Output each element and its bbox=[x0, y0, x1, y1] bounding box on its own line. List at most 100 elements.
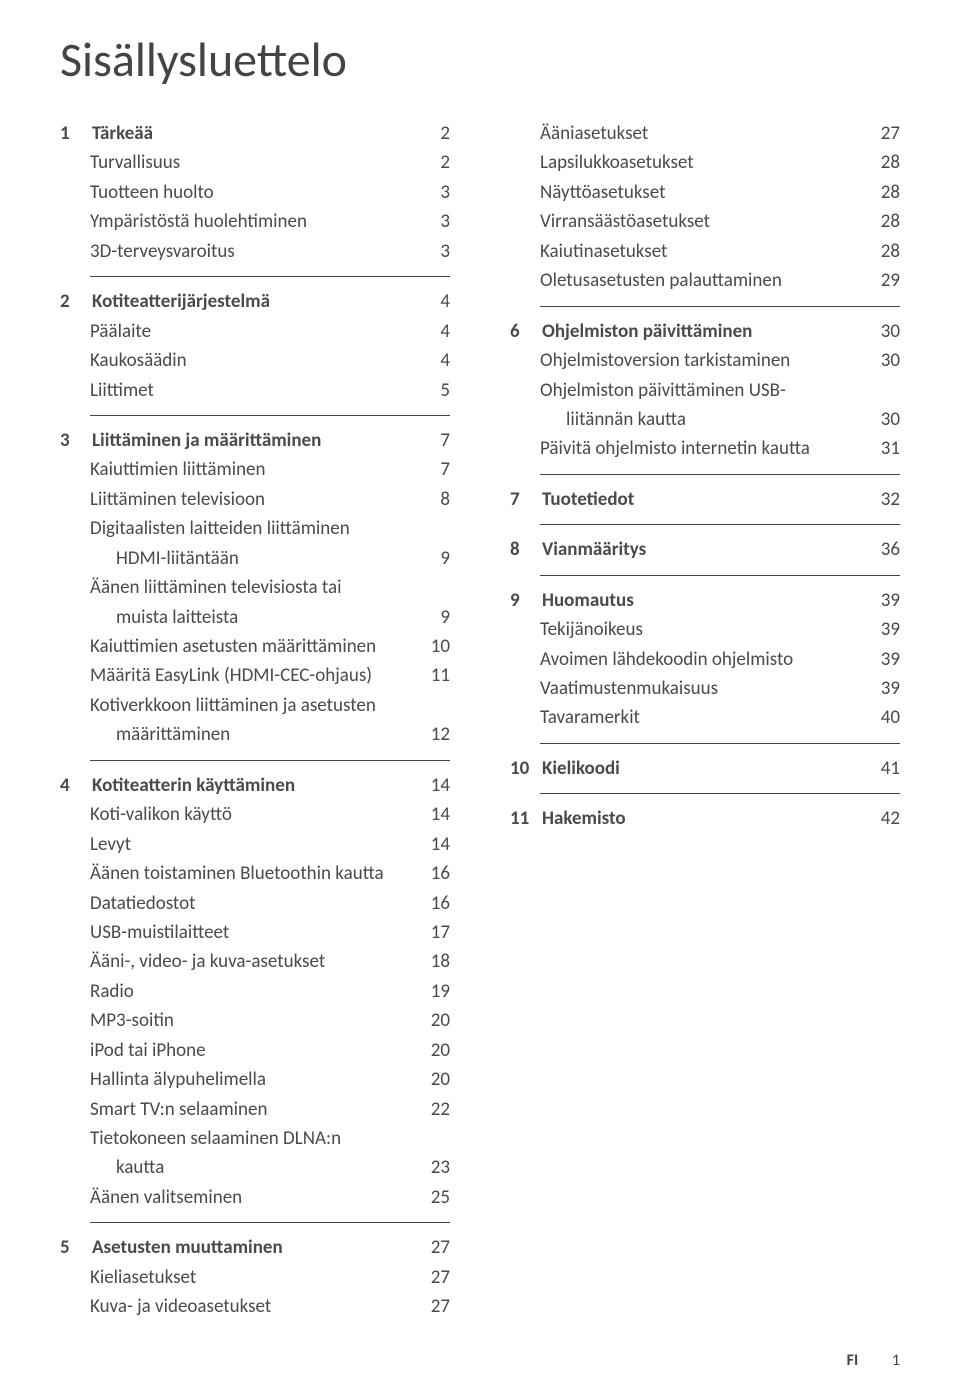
toc-section-number: 11 bbox=[510, 804, 530, 833]
toc-item: määrittäminen12 bbox=[60, 720, 450, 749]
toc-item: iPod tai iPhone20 bbox=[60, 1036, 450, 1065]
toc-item-page: 4 bbox=[414, 346, 450, 375]
toc-item: Hallinta älypuhelimella20 bbox=[60, 1065, 450, 1094]
toc-item: Ääniasetukset27 bbox=[510, 119, 900, 148]
toc-item: Virransäästöasetukset28 bbox=[510, 207, 900, 236]
toc-item-page: 4 bbox=[414, 317, 450, 346]
toc-item-page: 39 bbox=[864, 674, 900, 703]
toc-item-page: 12 bbox=[414, 720, 450, 749]
section-rule bbox=[540, 575, 900, 576]
footer-lang: FI bbox=[847, 1351, 859, 1370]
section-rule bbox=[540, 743, 900, 744]
toc-item-page: 9 bbox=[414, 544, 450, 573]
toc-section-label: 7Tuotetiedot bbox=[510, 485, 864, 514]
toc-item-page: 5 bbox=[414, 376, 450, 405]
toc-item-label: Kaiuttimien asetusten määrittäminen bbox=[60, 632, 414, 661]
toc-item-page: 3 bbox=[414, 207, 450, 236]
toc-item: Tuotteen huolto3 bbox=[60, 178, 450, 207]
toc-item-label: Päivitä ohjelmisto internetin kautta bbox=[510, 434, 864, 463]
toc-section-label: 1Tärkeää bbox=[60, 119, 414, 148]
toc-item: USB-muistilaitteet17 bbox=[60, 918, 450, 947]
toc-section-number: 2 bbox=[60, 287, 80, 316]
toc-item: Määritä EasyLink (HDMI-CEC-ohjaus)11 bbox=[60, 661, 450, 690]
toc-section-page: 32 bbox=[864, 485, 900, 514]
toc-item: Kieliasetukset27 bbox=[60, 1263, 450, 1292]
footer-page: 1 bbox=[892, 1351, 900, 1370]
toc-item-page: 10 bbox=[414, 632, 450, 661]
toc-item-page: 11 bbox=[414, 661, 450, 690]
toc-section: 4Kotiteatterin käyttäminen14Koti-valikon… bbox=[60, 771, 450, 1213]
toc-section-label: 8Vianmääritys bbox=[510, 535, 864, 564]
toc-item-page: 14 bbox=[414, 830, 450, 859]
section-rule bbox=[90, 415, 450, 416]
section-rule bbox=[90, 760, 450, 761]
toc-section-number: 9 bbox=[510, 586, 530, 615]
toc-section-page: 42 bbox=[864, 804, 900, 833]
toc-section-head: 1Tärkeää2 bbox=[60, 119, 450, 148]
toc-item-page: 39 bbox=[864, 615, 900, 644]
toc-item-page: 28 bbox=[864, 178, 900, 207]
toc-section-head: 3Liittäminen ja määrittäminen7 bbox=[60, 426, 450, 455]
toc-section-head: 8Vianmääritys36 bbox=[510, 535, 900, 564]
toc-item: Näyttöasetukset28 bbox=[510, 178, 900, 207]
toc-item: Datatiedostot16 bbox=[60, 889, 450, 918]
toc-item: 3D-terveysvaroitus3 bbox=[60, 237, 450, 266]
toc-item: HDMI-liitäntään9 bbox=[60, 544, 450, 573]
toc-item-label: HDMI-liitäntään bbox=[60, 544, 414, 573]
toc-section-head: 9Huomautus39 bbox=[510, 586, 900, 615]
footer: FI 1 bbox=[847, 1351, 900, 1370]
toc-item-label: USB-muistilaitteet bbox=[60, 918, 414, 947]
toc-item-page: 16 bbox=[414, 859, 450, 888]
toc-item: Radio19 bbox=[60, 977, 450, 1006]
toc-item-page: 27 bbox=[864, 119, 900, 148]
section-rule bbox=[90, 276, 450, 277]
toc-item: Päivitä ohjelmisto internetin kautta31 bbox=[510, 434, 900, 463]
toc-item-page: 7 bbox=[414, 455, 450, 484]
toc-item-label: Vaatimustenmukaisuus bbox=[510, 674, 864, 703]
toc-section-head: 7Tuotetiedot32 bbox=[510, 485, 900, 514]
toc-section-number: 1 bbox=[60, 119, 80, 148]
toc-item-label: Ääniasetukset bbox=[510, 119, 864, 148]
toc-item: Äänen liittäminen televisiosta tai bbox=[60, 573, 450, 602]
toc-item-page: 3 bbox=[414, 178, 450, 207]
section-rule bbox=[90, 1222, 450, 1223]
toc-item: Kuva- ja videoasetukset27 bbox=[60, 1292, 450, 1321]
toc-item-label: Ääni-, video- ja kuva-asetukset bbox=[60, 947, 414, 976]
toc-item-page: 31 bbox=[864, 434, 900, 463]
toc-item-label: muista laitteista bbox=[60, 603, 414, 632]
toc-section-number: 7 bbox=[510, 485, 530, 514]
toc-section-number: 6 bbox=[510, 317, 530, 346]
toc-item-page: 28 bbox=[864, 148, 900, 177]
toc-item-label: liitännän kautta bbox=[510, 405, 864, 434]
toc-item-label: iPod tai iPhone bbox=[60, 1036, 414, 1065]
toc-section-label: 5Asetusten muuttaminen bbox=[60, 1233, 414, 1262]
toc-item: Levyt14 bbox=[60, 830, 450, 859]
toc-section: 7Tuotetiedot32 bbox=[510, 485, 900, 514]
toc-item-page: 16 bbox=[414, 889, 450, 918]
toc-item-page: 27 bbox=[414, 1292, 450, 1321]
toc-item: Vaatimustenmukaisuus39 bbox=[510, 674, 900, 703]
toc-item-label: Kuva- ja videoasetukset bbox=[60, 1292, 414, 1321]
toc-item-label: Liittimet bbox=[60, 376, 414, 405]
toc-section-number: 8 bbox=[510, 535, 530, 564]
toc-section-head: 5Asetusten muuttaminen27 bbox=[60, 1233, 450, 1262]
toc-item-page: 22 bbox=[414, 1095, 450, 1124]
toc-item-page: 3 bbox=[414, 237, 450, 266]
toc-item-page: 2 bbox=[414, 148, 450, 177]
toc-item: Turvallisuus2 bbox=[60, 148, 450, 177]
toc-item: Kaiutinasetukset28 bbox=[510, 237, 900, 266]
toc-item: Äänen toistaminen Bluetoothin kautta16 bbox=[60, 859, 450, 888]
toc-item-page: 30 bbox=[864, 405, 900, 434]
toc-item-label: Levyt bbox=[60, 830, 414, 859]
toc-item-label: Äänen liittäminen televisiosta tai bbox=[60, 573, 414, 602]
toc-section-head: 10Kielikoodi41 bbox=[510, 754, 900, 783]
toc-item-page: 20 bbox=[414, 1036, 450, 1065]
toc-section-page: 7 bbox=[414, 426, 450, 455]
toc-item: Kaiuttimien asetusten määrittäminen10 bbox=[60, 632, 450, 661]
toc-item: Tavaramerkit40 bbox=[510, 703, 900, 732]
toc-section-page: 30 bbox=[864, 317, 900, 346]
toc-item-label: Määritä EasyLink (HDMI-CEC-ohjaus) bbox=[60, 661, 414, 690]
page-title: Sisällysluettelo bbox=[60, 30, 900, 89]
toc-item-page: 14 bbox=[414, 800, 450, 829]
toc-section: 9Huomautus39Tekijänoikeus39Avoimen lähde… bbox=[510, 586, 900, 733]
